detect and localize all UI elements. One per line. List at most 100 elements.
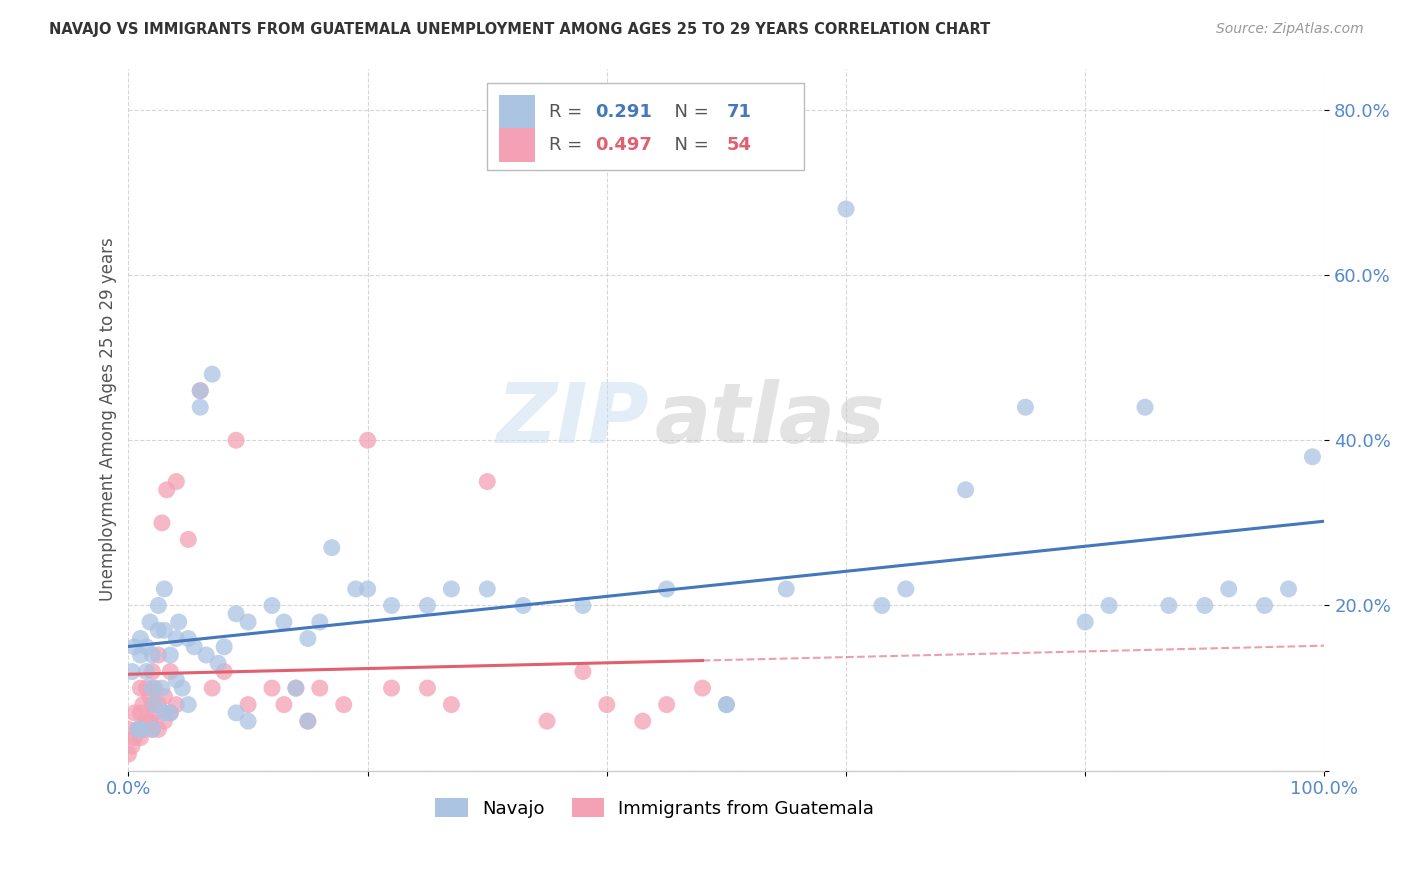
Point (775, 582, 797, 596)
Text: 54: 54 (727, 136, 751, 154)
Point (127, 723, 149, 737)
Point (356, 582, 378, 596)
Point (596, 698, 619, 712)
Point (236, 698, 259, 712)
Point (284, 681, 307, 695)
Point (655, 698, 678, 712)
Point (143, 698, 166, 712)
Point (177, 533, 200, 547)
Point (297, 714, 319, 728)
Point (153, 706, 176, 720)
Point (121, 739, 143, 753)
Point (284, 681, 307, 695)
Point (141, 681, 163, 695)
Point (132, 698, 155, 712)
Point (512, 599, 534, 613)
Point (356, 434, 378, 448)
Text: N =: N = (664, 136, 714, 154)
Point (148, 599, 170, 613)
Text: 0.497: 0.497 (595, 136, 652, 154)
FancyBboxPatch shape (499, 128, 536, 162)
Point (225, 434, 247, 448)
Point (207, 657, 229, 671)
Point (183, 640, 205, 654)
Point (129, 706, 152, 720)
Point (260, 599, 283, 613)
Text: ZIP: ZIP (496, 379, 648, 460)
Point (129, 723, 152, 737)
Point (150, 516, 173, 530)
Point (141, 723, 163, 737)
Point (135, 714, 157, 728)
Point (440, 582, 463, 596)
Point (148, 723, 170, 737)
Point (135, 640, 157, 654)
Point (188, 401, 211, 415)
Point (381, 599, 404, 613)
Point (572, 665, 595, 679)
Point (631, 714, 654, 728)
Point (1194, 599, 1216, 613)
Point (132, 723, 155, 737)
Point (440, 698, 463, 712)
Point (692, 681, 714, 695)
Point (381, 681, 404, 695)
Point (148, 698, 170, 712)
Point (188, 384, 211, 398)
Point (716, 698, 738, 712)
Point (297, 632, 319, 646)
Point (870, 599, 893, 613)
Point (129, 731, 152, 745)
Point (124, 706, 146, 720)
Point (165, 632, 187, 646)
Point (156, 483, 179, 497)
Point (148, 624, 170, 638)
Point (159, 648, 181, 662)
Text: 0.291: 0.291 (595, 103, 652, 121)
Text: atlas: atlas (655, 379, 886, 460)
Point (201, 367, 224, 381)
Point (273, 698, 295, 712)
Point (153, 624, 176, 638)
Point (167, 615, 190, 629)
Point (536, 714, 558, 728)
Point (477, 475, 499, 489)
Point (172, 681, 194, 695)
Point (1074, 615, 1097, 629)
Point (236, 615, 259, 629)
Point (153, 582, 176, 596)
Text: R =: R = (550, 103, 589, 121)
Point (124, 731, 146, 745)
Point (1253, 599, 1275, 613)
Point (212, 665, 235, 679)
Point (1277, 582, 1299, 596)
Text: R =: R = (550, 136, 589, 154)
Point (141, 723, 163, 737)
Point (477, 582, 499, 596)
Point (188, 384, 211, 398)
Point (141, 698, 163, 712)
Legend: Navajo, Immigrants from Guatemala: Navajo, Immigrants from Guatemala (427, 791, 882, 825)
Point (124, 640, 146, 654)
FancyBboxPatch shape (499, 95, 536, 129)
Point (1157, 599, 1180, 613)
Point (159, 706, 181, 720)
Point (1133, 401, 1156, 415)
Point (894, 582, 917, 596)
Point (236, 714, 259, 728)
Point (153, 690, 176, 704)
Y-axis label: Unemployment Among Ages 25 to 29 years: Unemployment Among Ages 25 to 29 years (100, 238, 117, 601)
Point (129, 648, 152, 662)
Text: Source: ZipAtlas.com: Source: ZipAtlas.com (1216, 22, 1364, 37)
Text: 71: 71 (727, 103, 751, 121)
Point (955, 483, 977, 497)
Point (129, 632, 152, 646)
Point (165, 673, 187, 687)
Point (308, 615, 330, 629)
Point (135, 665, 157, 679)
Point (159, 706, 181, 720)
Point (141, 665, 163, 679)
Point (1301, 450, 1323, 464)
Point (1014, 401, 1036, 415)
Point (177, 698, 200, 712)
